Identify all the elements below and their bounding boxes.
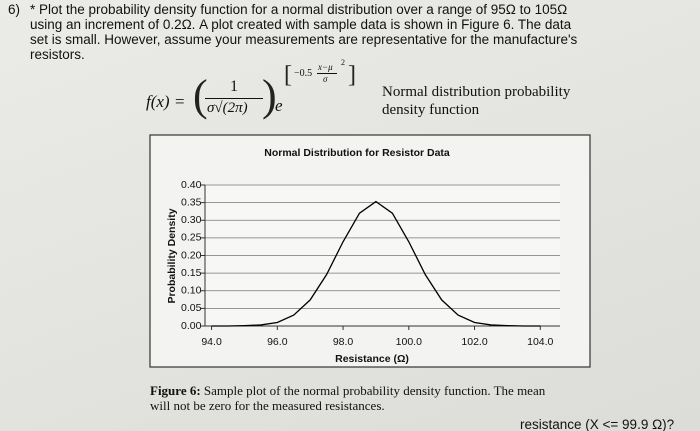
chart-title: Normal Distribution for Resistor Data <box>264 147 450 159</box>
question-line: using an increment of 0.2Ω. A plot creat… <box>30 17 572 32</box>
exp-coef: −0.5 <box>294 68 313 79</box>
y-tick-label: 0.15 <box>181 267 202 279</box>
y-axis-label: Probability Density <box>166 208 178 303</box>
x-tick-label: 98.0 <box>333 336 354 348</box>
exp-base: e <box>275 96 283 115</box>
y-tick-label: 0.30 <box>181 214 202 226</box>
fraction-bar <box>205 98 263 99</box>
exp-bar <box>317 73 337 74</box>
paren: ) <box>262 71 277 120</box>
question-line: resistors. <box>30 47 85 62</box>
bracket: ] <box>348 62 356 88</box>
description-line: Normal distribution probability <box>382 84 571 100</box>
y-tick-label: 0.40 <box>181 179 202 191</box>
formula-lhs: f(x) = <box>146 92 186 111</box>
question-line: set is small. However, assume your measu… <box>30 32 578 47</box>
question-number: 6) <box>8 2 21 17</box>
x-tick-label: 96.0 <box>267 336 288 348</box>
paren: ( <box>193 71 208 120</box>
formula-description: Normal distribution probability density … <box>382 83 570 119</box>
caption-line: Sample plot of the normal probability de… <box>200 383 546 398</box>
x-tick-label: 100.0 <box>396 336 422 348</box>
denominator: σ√(2π) <box>207 100 248 116</box>
x-tick-label: 94.0 <box>201 336 222 348</box>
x-tick-label: 102.0 <box>461 336 487 348</box>
question-line: * Plot the probability density function … <box>30 2 568 17</box>
caption: Figure 6: Sample plot of the normal prob… <box>150 383 545 413</box>
y-tick-label: 0.25 <box>181 232 202 244</box>
numerator: 1 <box>230 78 238 95</box>
line-series <box>211 200 541 327</box>
caption-label: Figure 6: <box>150 383 201 398</box>
description-line: density function <box>382 102 480 118</box>
footer-fragment: resistance (X <= 99.9 Ω)? <box>520 417 675 431</box>
caption-line: will not be zero for the measured resist… <box>150 398 385 413</box>
y-tick-label: 0.05 <box>181 302 202 314</box>
exp-den: σ <box>323 74 328 84</box>
bracket: [ <box>284 62 292 88</box>
y-tick-label: 0.20 <box>181 249 202 261</box>
y-tick-label: 0.35 <box>181 196 202 208</box>
exp-num: x−μ <box>318 62 333 72</box>
exp-power: 2 <box>341 58 345 67</box>
y-tick-label: 0.10 <box>181 285 202 297</box>
x-axis-label: Resistance (Ω) <box>335 353 409 365</box>
y-tick-label: 0.00 <box>181 320 202 332</box>
x-tick-label: 104.0 <box>527 336 553 348</box>
